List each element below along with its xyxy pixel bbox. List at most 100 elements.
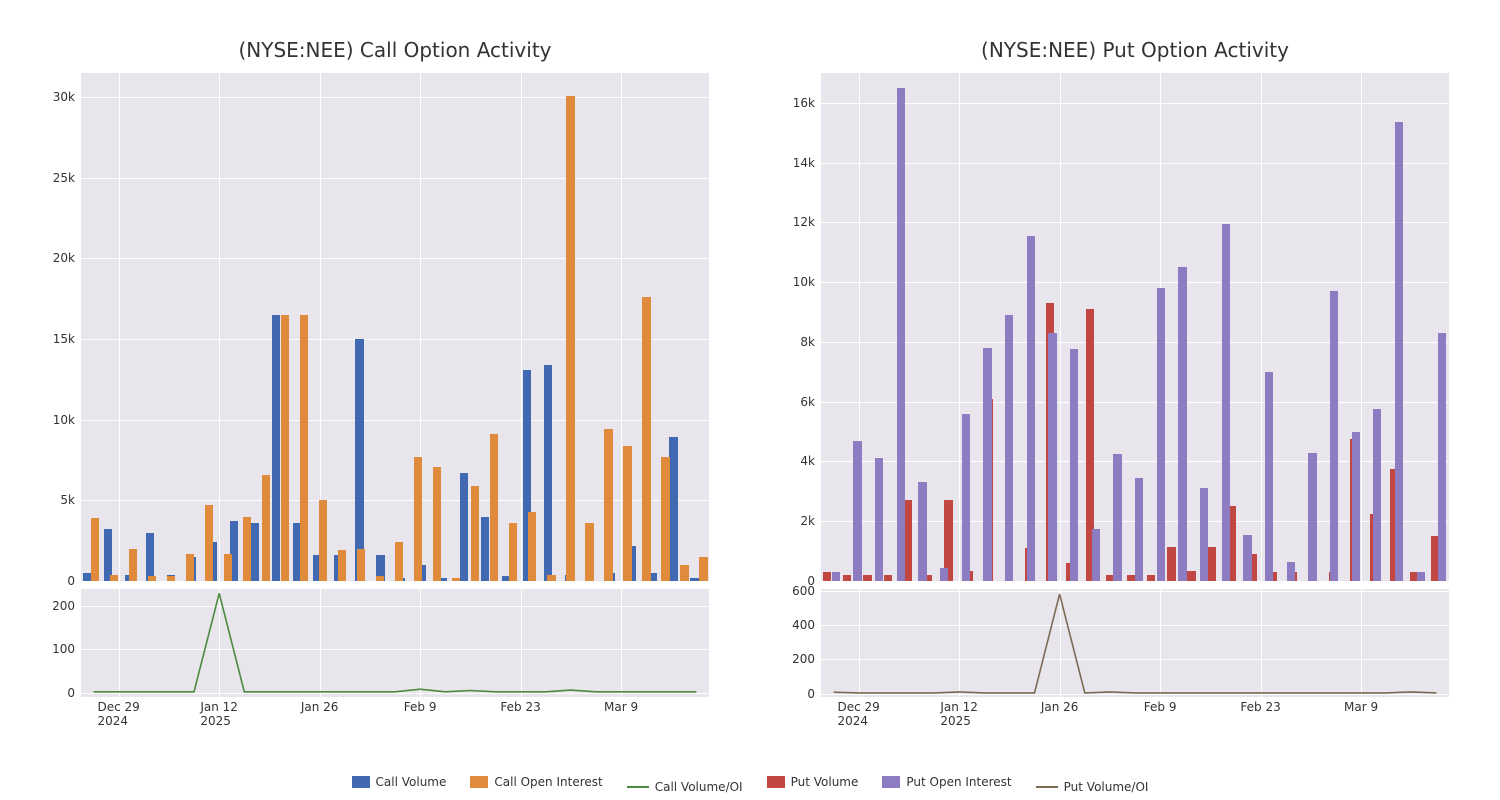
- call-chart-title: (NYSE:NEE) Call Option Activity: [80, 38, 710, 62]
- bar-open-interest: [1027, 236, 1035, 581]
- ytick-label: 12k: [793, 215, 821, 229]
- bar-open-interest: [357, 549, 365, 581]
- ytick-label: 15k: [53, 332, 81, 346]
- bar-open-interest: [1265, 372, 1273, 581]
- ytick-label: 200: [52, 599, 81, 613]
- xtick-label: Dec 29 2024: [838, 697, 880, 729]
- xtick-label: Feb 9: [404, 697, 437, 715]
- bar-open-interest: [452, 578, 460, 581]
- gridline: [821, 222, 1449, 223]
- gridline: [821, 581, 1449, 582]
- ytick-label: 10k: [793, 275, 821, 289]
- gridline: [81, 581, 709, 582]
- legend-item: Call Volume: [352, 775, 447, 789]
- gridline: [81, 258, 709, 259]
- bar-volume: [884, 575, 892, 581]
- bar-open-interest: [585, 523, 593, 581]
- bar-volume: [272, 315, 280, 581]
- ytick-label: 6k: [800, 395, 821, 409]
- bar-volume: [355, 339, 363, 581]
- bar-open-interest: [604, 429, 612, 581]
- gridline: [821, 282, 1449, 283]
- gridline: [521, 73, 522, 581]
- bar-open-interest: [680, 565, 688, 581]
- bar-open-interest: [1070, 349, 1078, 581]
- bar-open-interest: [940, 568, 948, 581]
- bar-volume: [146, 533, 154, 581]
- bar-volume: [1147, 575, 1155, 581]
- ytick-label: 25k: [53, 171, 81, 185]
- bar-open-interest: [918, 482, 926, 581]
- bar-open-interest: [490, 434, 498, 581]
- ytick-label: 0: [807, 687, 821, 701]
- ytick-label: 30k: [53, 90, 81, 104]
- xtick-label: Dec 29 2024: [98, 697, 140, 729]
- bar-open-interest: [832, 572, 840, 581]
- bar-open-interest: [1373, 409, 1381, 581]
- bar-open-interest: [1330, 291, 1338, 581]
- xtick-label: Feb 23: [500, 697, 540, 715]
- legend-label: Put Open Interest: [906, 775, 1011, 789]
- gridline: [81, 339, 709, 340]
- bar-volume: [863, 575, 871, 581]
- bar-open-interest: [319, 500, 327, 581]
- gridline: [81, 97, 709, 98]
- bar-open-interest: [338, 550, 346, 581]
- bar-open-interest: [91, 518, 99, 581]
- bar-open-interest: [1048, 333, 1056, 581]
- gridline: [821, 402, 1449, 403]
- gridline: [119, 73, 120, 581]
- bar-open-interest: [1092, 529, 1100, 581]
- bar-open-interest: [148, 576, 156, 581]
- ytick-label: 14k: [793, 156, 821, 170]
- legend-item: Call Open Interest: [470, 775, 602, 789]
- legend-swatch: [352, 776, 370, 788]
- bar-open-interest: [262, 475, 270, 581]
- ytick-label: 16k: [793, 96, 821, 110]
- legend-label: Call Volume: [376, 775, 447, 789]
- call-bar-panel: 05k10k15k20k25k30k: [80, 72, 710, 582]
- ytick-label: 10k: [53, 413, 81, 427]
- gridline: [81, 500, 709, 501]
- xtick-label: Feb 23: [1240, 697, 1280, 715]
- bar-open-interest: [186, 554, 194, 581]
- bar-volume: [1167, 547, 1175, 581]
- bar-volume: [1127, 575, 1135, 581]
- gridline: [81, 178, 709, 179]
- bar-volume: [823, 572, 831, 581]
- ytick-label: 2k: [800, 514, 821, 528]
- legend-label: Call Open Interest: [494, 775, 602, 789]
- bar-open-interest: [224, 554, 232, 581]
- xtick-label: Mar 9: [604, 697, 638, 715]
- bar-volume: [669, 437, 677, 581]
- xtick-label: Jan 12 2025: [940, 697, 978, 729]
- xtick-label: Jan 26: [301, 697, 339, 715]
- put-bar-panel: 02k4k6k8k10k12k14k16k: [820, 72, 1450, 582]
- bar-open-interest: [395, 542, 403, 581]
- call-ratio-panel: 0100200Dec 29 2024Jan 12 2025Jan 26Feb 9…: [80, 588, 710, 698]
- gridline: [821, 342, 1449, 343]
- legend-swatch: [882, 776, 900, 788]
- bar-volume: [104, 529, 112, 581]
- bar-volume: [251, 523, 259, 581]
- bar-volume: [544, 365, 552, 581]
- bar-open-interest: [243, 517, 251, 582]
- legend-swatch: [767, 776, 785, 788]
- bar-open-interest: [1308, 453, 1316, 581]
- bar-open-interest: [1243, 535, 1251, 581]
- bar-volume: [1208, 547, 1216, 581]
- xtick-label: Jan 12 2025: [200, 697, 238, 729]
- bar-open-interest: [1222, 224, 1230, 581]
- bar-open-interest: [897, 88, 905, 581]
- bar-open-interest: [623, 446, 631, 581]
- legend-item: Put Open Interest: [882, 775, 1011, 789]
- bar-open-interest: [566, 96, 574, 581]
- bar-open-interest: [642, 297, 650, 581]
- bar-open-interest: [547, 575, 555, 581]
- legend: Call VolumeCall Open InterestCall Volume…: [0, 775, 1500, 794]
- gridline: [1060, 73, 1061, 581]
- bar-open-interest: [167, 576, 175, 581]
- ytick-label: 200: [792, 652, 821, 666]
- bar-open-interest: [1287, 562, 1295, 581]
- bar-open-interest: [1395, 122, 1403, 581]
